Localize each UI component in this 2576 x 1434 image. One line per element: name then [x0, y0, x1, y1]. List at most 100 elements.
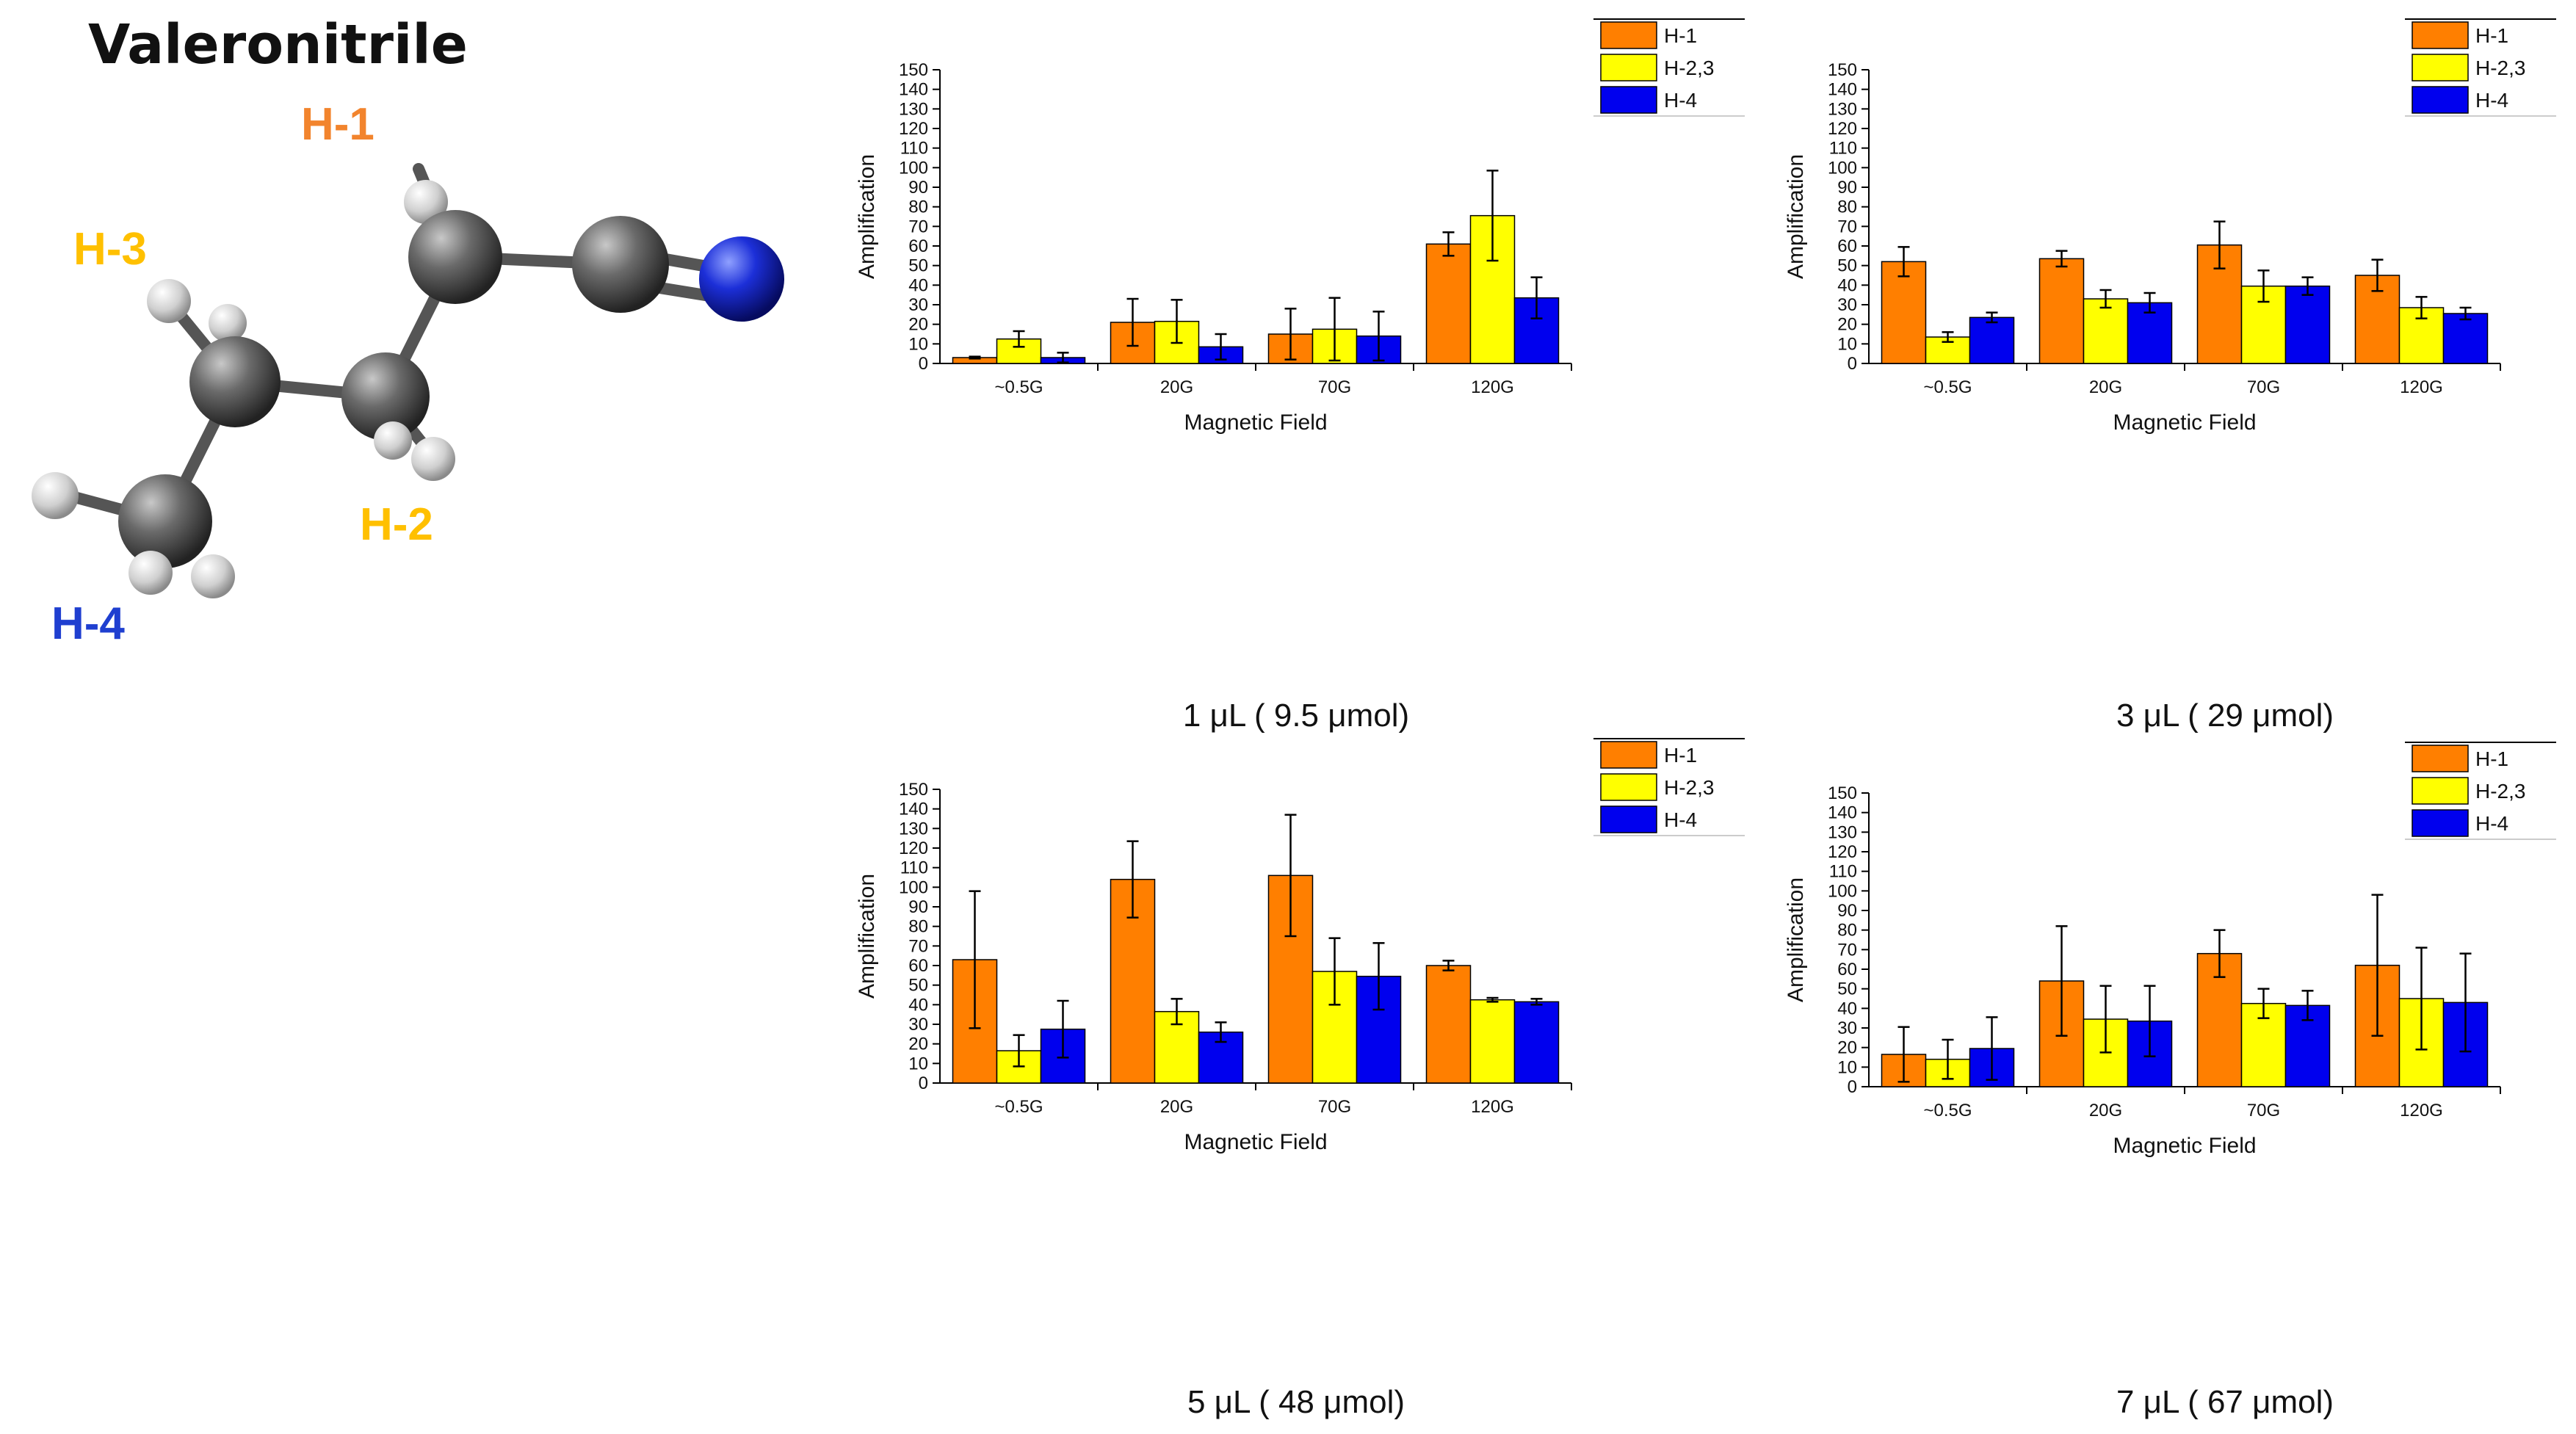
y-tick-label: 100 — [1828, 158, 1857, 178]
y-tick-label: 80 — [1837, 198, 1857, 217]
x-tick-label-70g: 70G — [1318, 377, 1351, 397]
y-tick-label: 50 — [908, 976, 928, 996]
y-tick-label: 40 — [1837, 275, 1857, 295]
y-tick-label: 80 — [908, 198, 928, 217]
x-axis-title: Magnetic Field — [1184, 410, 1327, 435]
y-tick-label: 150 — [1828, 60, 1857, 80]
y-tick-label: 80 — [1837, 921, 1857, 941]
y-tick-label: 150 — [899, 780, 928, 800]
legend-label-h-2-3: H-2,3 — [2475, 780, 2525, 803]
y-tick-label: 110 — [900, 139, 928, 159]
y-tick-label: 110 — [900, 858, 928, 878]
y-tick-label: 70 — [1837, 940, 1857, 960]
legend-label-h-4: H-4 — [2475, 812, 2508, 835]
y-tick-label: 60 — [1837, 960, 1857, 979]
x-tick-label-0-5g: ~0.5G — [1923, 377, 1972, 397]
y-tick-label: 0 — [919, 354, 928, 374]
x-axis-title: Magnetic Field — [2113, 410, 2256, 435]
y-tick-label: 70 — [908, 936, 928, 956]
legend-label-h-2-3: H-2,3 — [1664, 776, 1714, 799]
y-tick-label: 20 — [1837, 1038, 1857, 1058]
caption-7ul: 7 μL ( 67 μmol) — [2116, 1384, 2334, 1420]
y-tick-label: 120 — [1828, 119, 1857, 139]
bar-h-2-3-20g — [2083, 298, 2129, 364]
x-tick-label-120g: 120G — [1471, 1097, 1514, 1117]
atom-label-h3: H-3 — [73, 224, 147, 275]
legend-swatch-h-1 — [2412, 745, 2469, 772]
x-tick-label-20g: 20G — [2089, 377, 2122, 397]
y-tick-label: 130 — [1828, 99, 1857, 119]
legend-swatch-h-2-3 — [1600, 773, 1657, 801]
legend-label-h-1: H-1 — [1664, 24, 1697, 47]
y-tick-label: 70 — [1837, 217, 1857, 236]
y-tick-label: 40 — [908, 275, 928, 295]
y-tick-label: 10 — [1837, 334, 1857, 354]
x-tick-label-0-5g: ~0.5G — [994, 377, 1043, 397]
x-tick-label-0-5g: ~0.5G — [1923, 1101, 1972, 1120]
x-tick-label-70g: 70G — [1318, 1097, 1351, 1117]
x-tick-label-20g: 20G — [2089, 1101, 2122, 1120]
bar-h-1-0-5g — [1881, 261, 1927, 364]
x-axis-title: Magnetic Field — [1184, 1130, 1327, 1154]
y-tick-label: 40 — [1837, 999, 1857, 1018]
y-axis-title: Amplification — [1784, 877, 1808, 1002]
legend-label-h-4: H-4 — [1664, 89, 1697, 112]
x-tick-label-20g: 20G — [1160, 377, 1193, 397]
y-tick-label: 130 — [1828, 822, 1857, 842]
y-tick-label: 100 — [899, 877, 928, 897]
legend-swatch-h-1 — [1600, 21, 1657, 49]
y-tick-label: 120 — [1828, 842, 1857, 862]
legend-label-h-4: H-4 — [2475, 89, 2508, 112]
legend-label-h-2-3: H-2,3 — [1664, 57, 1714, 79]
y-tick-label: 60 — [908, 956, 928, 976]
y-tick-label: 50 — [1837, 256, 1857, 276]
molecule-atoms — [32, 180, 784, 598]
chart-panel-5ul: 0 10 20 30 40 50 60 70 80 90 100 110 120 130 140 150 Amp… — [830, 720, 1755, 1410]
y-tick-label: 10 — [908, 1054, 928, 1073]
y-tick-label: 20 — [908, 1035, 928, 1054]
legend-swatch-h-1 — [2412, 21, 2469, 49]
y-tick-label: 100 — [1828, 881, 1857, 901]
y-tick-label: 0 — [1848, 1077, 1857, 1097]
caption-3ul: 3 μL ( 29 μmol) — [2116, 698, 2334, 734]
y-axis-title: Amplification — [855, 874, 879, 999]
legend-label-h-1: H-1 — [2475, 24, 2508, 47]
bar-h-1-120g — [1425, 243, 1472, 364]
x-tick-label-70g: 70G — [2247, 377, 2280, 397]
y-tick-label: 140 — [899, 80, 928, 100]
legend-swatch-h-4 — [2412, 86, 2469, 114]
y-tick-label: 130 — [899, 99, 928, 119]
x-tick-label-120g: 120G — [2400, 1101, 2443, 1120]
bar-h-1-20g — [2038, 258, 2085, 364]
valeronitrile-molecule-model: H-1 H-3 H-2 H-4 — [32, 99, 784, 649]
y-tick-label: 110 — [1829, 862, 1857, 882]
chart-panel-1ul: 0 10 20 30 40 50 60 70 80 90 100 110 120 130 140 150 Amp… — [830, 0, 1755, 690]
y-tick-label: 90 — [1837, 178, 1857, 198]
y-tick-label: 0 — [1848, 354, 1857, 374]
y-tick-label: 30 — [908, 1015, 928, 1035]
y-tick-label: 50 — [1837, 979, 1857, 999]
atom-label-h4: H-4 — [51, 598, 125, 649]
x-tick-label-70g: 70G — [2247, 1101, 2280, 1120]
bar-h-4-0-5g — [1969, 316, 2015, 364]
bar-h-2-3-120g — [1469, 999, 1516, 1084]
bar-h-4-120g — [2442, 313, 2489, 364]
y-tick-label: 140 — [1828, 80, 1857, 100]
y-axis-title: Amplification — [855, 154, 879, 279]
y-axis-title: Amplification — [1784, 154, 1808, 279]
y-tick-label: 150 — [899, 60, 928, 80]
bar-h-4-20g — [1198, 1031, 1244, 1084]
chart-panel-3ul: 0 10 20 30 40 50 60 70 80 90 100 110 120 130 140 150 Amp… — [1759, 0, 2576, 690]
y-tick-label: 120 — [899, 119, 928, 139]
y-tick-label: 90 — [908, 897, 928, 917]
y-tick-label: 10 — [1837, 1057, 1857, 1077]
y-tick-label: 20 — [908, 315, 928, 335]
bar-h-4-120g — [1513, 1001, 1560, 1084]
y-tick-label: 140 — [899, 800, 928, 819]
y-tick-label: 110 — [1829, 139, 1857, 159]
legend-swatch-h-4 — [1600, 805, 1657, 833]
